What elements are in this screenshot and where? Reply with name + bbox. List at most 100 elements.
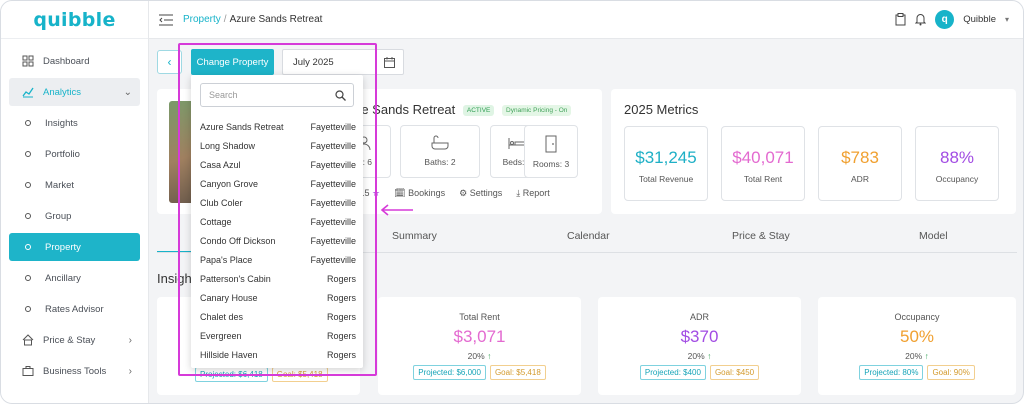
dropdown-option[interactable]: Long Shadow Fayetteville xyxy=(200,141,356,151)
sidebar-item-ancillary[interactable]: Ancillary xyxy=(9,264,140,292)
user-name[interactable]: Quibble xyxy=(963,14,996,25)
option-name: Club Coler xyxy=(200,198,243,208)
dropdown-option[interactable]: Patterson's Cabin Rogers xyxy=(200,274,356,284)
dropdown-option[interactable]: Papa's Place Fayetteville xyxy=(200,255,356,265)
tab-calendar[interactable]: Calendar xyxy=(567,230,610,242)
bell-icon[interactable] xyxy=(915,13,927,26)
metric-total-revenue: $31,245 Total Revenue xyxy=(624,126,708,201)
insight-growth: 20% ↑ xyxy=(598,351,801,361)
dropdown-option[interactable]: Azure Sands Retreat Fayetteville xyxy=(200,122,356,132)
sidebar-item-group[interactable]: Group xyxy=(9,202,140,230)
dropdown-option[interactable]: Condo Off Dickson Fayetteville xyxy=(200,236,356,246)
clipboard-icon[interactable] xyxy=(895,13,906,26)
insight-card-adr: ADR $370 20% ↑ Projected: $400 Goal: $45… xyxy=(598,297,801,395)
insight-value: $3,071 xyxy=(453,327,506,346)
rating-value: 3.5 xyxy=(357,188,370,198)
breadcrumb-link-property[interactable]: Property xyxy=(183,14,221,25)
growth-value: 20% xyxy=(467,351,485,361)
sidebar-item-market[interactable]: Market xyxy=(9,171,140,199)
search-input[interactable]: Search xyxy=(200,83,354,107)
goal-pill: Goal: 90% xyxy=(927,365,975,380)
insight-value: 50% xyxy=(899,327,935,346)
settings-link[interactable]: ⚙ Settings xyxy=(459,188,502,199)
metric-label: Occupancy xyxy=(935,174,979,184)
property-dropdown: Search Azure Sands Retreat Fayetteville Lo… xyxy=(191,75,363,368)
change-property-button[interactable]: Change Property xyxy=(191,49,274,75)
sidebar-item-label: Insights xyxy=(45,117,78,129)
metric-value: $40,071 xyxy=(732,148,794,167)
baths-label: Baths: 2 xyxy=(424,157,456,167)
option-name: Hillside Haven xyxy=(200,350,258,360)
dropdown-option[interactable]: Casa Azul Fayetteville xyxy=(200,160,356,170)
option-city: Fayetteville xyxy=(310,160,356,170)
sidebar-item-label: Portfolio xyxy=(45,148,80,160)
bullet-icon xyxy=(25,151,31,157)
option-city: Rogers xyxy=(326,350,356,360)
door-icon xyxy=(545,135,557,153)
sidebar-item-label: Ancillary xyxy=(45,272,81,284)
option-city: Rogers xyxy=(326,274,356,284)
option-name: Casa Azul xyxy=(200,160,241,170)
bullet-icon xyxy=(25,275,31,281)
option-city: Rogers xyxy=(326,331,356,341)
dropdown-option[interactable]: Canyon Grove Fayetteville xyxy=(200,179,356,189)
sidebar-item-portfolio[interactable]: Portfolio xyxy=(9,140,140,168)
sidebar-item-label: Dashboard xyxy=(43,55,90,67)
sidebar-item-price-stay[interactable]: Price & Stay › xyxy=(9,326,140,354)
month-picker[interactable]: July 2025 xyxy=(282,49,404,75)
sidebar-item-property[interactable]: Property xyxy=(9,233,140,261)
sidebar-item-analytics[interactable]: Analytics ⌄ xyxy=(9,78,140,106)
sidebar-item-insights[interactable]: Insights xyxy=(9,109,140,137)
option-city: Fayetteville xyxy=(310,122,356,132)
dropdown-option[interactable]: Cottage Fayetteville xyxy=(200,217,356,227)
search-placeholder: Search xyxy=(209,90,238,100)
insight-title: Total Rent xyxy=(459,312,500,322)
metric-value: $783 xyxy=(841,148,879,167)
download-icon: ⤓ xyxy=(516,188,521,198)
pricing-badge: Dynamic Pricing - On xyxy=(502,105,572,117)
dropdown-option[interactable]: Chalet des Rogers xyxy=(200,312,356,322)
tab-price-stay[interactable]: Price & Stay xyxy=(732,230,790,242)
sidebar-item-rates-advisor[interactable]: Rates Advisor xyxy=(9,295,140,323)
bathtub-icon xyxy=(431,135,449,150)
chevron-down-icon: ⌄ xyxy=(123,86,132,98)
option-city: Fayetteville xyxy=(310,217,356,227)
dropdown-option[interactable]: Canary House Rogers xyxy=(200,293,356,303)
sidebar-item-label: Analytics xyxy=(43,86,82,98)
dropdown-option[interactable]: Evergreen Rogers xyxy=(200,331,356,341)
sidebar-item-dashboard[interactable]: Dashboard xyxy=(9,47,140,75)
report-label: Report xyxy=(522,188,550,198)
option-name: Azure Sands Retreat xyxy=(200,122,284,132)
back-button[interactable]: ‹ xyxy=(157,50,182,74)
option-city: Fayetteville xyxy=(310,141,356,151)
dropdown-option[interactable]: Club Coler Fayetteville xyxy=(200,198,356,208)
month-value: July 2025 xyxy=(293,56,334,68)
tab-model[interactable]: Model xyxy=(919,230,948,242)
sidebar-item-label: Group xyxy=(45,210,72,222)
dropdown-option[interactable]: Hillside Haven Rogers xyxy=(200,350,356,360)
chevron-down-icon[interactable]: ▾ xyxy=(1004,15,1009,24)
property-title: re Sands Retreat ACTIVE Dynamic Pricing … xyxy=(357,102,572,117)
sidebar-item-label: Rates Advisor xyxy=(45,303,104,315)
topbar: Property / Azure Sands Retreat q Quibble ▾ xyxy=(149,1,1023,39)
goal-pill: Goal: $450 xyxy=(709,365,760,380)
menu-collapse-icon[interactable] xyxy=(159,14,173,26)
arrow-up-icon: ↑ xyxy=(707,351,712,361)
tab-summary[interactable]: Summary xyxy=(392,230,437,242)
insight-title: Occupancy xyxy=(894,312,940,322)
insight-pills: Projected: $400 Goal: $450 xyxy=(598,365,801,380)
avatar[interactable]: q xyxy=(935,10,955,29)
calendar-icon xyxy=(384,57,395,68)
sidebar-item-label: Property xyxy=(45,241,81,253)
insight-card-occupancy: Occupancy 50% 20% ↑ Projected: 80% Goal:… xyxy=(818,297,1016,395)
bookings-link[interactable]: 🗓 Bookings xyxy=(394,188,445,199)
insight-card-total-rent: Total Rent $3,071 20% ↑ Projected: $6,00… xyxy=(378,297,581,395)
report-link[interactable]: ⤓ Report xyxy=(516,188,550,199)
option-name: Condo Off Dickson xyxy=(200,236,276,246)
sidebar-item-business-tools[interactable]: Business Tools › xyxy=(9,357,140,385)
metric-label: ADR xyxy=(851,174,869,184)
option-city: Fayetteville xyxy=(310,255,356,265)
gear-icon: ⚙ xyxy=(459,188,468,198)
metrics-card: 2025 Metrics $31,245 Total Revenue $40,0… xyxy=(611,89,1016,214)
